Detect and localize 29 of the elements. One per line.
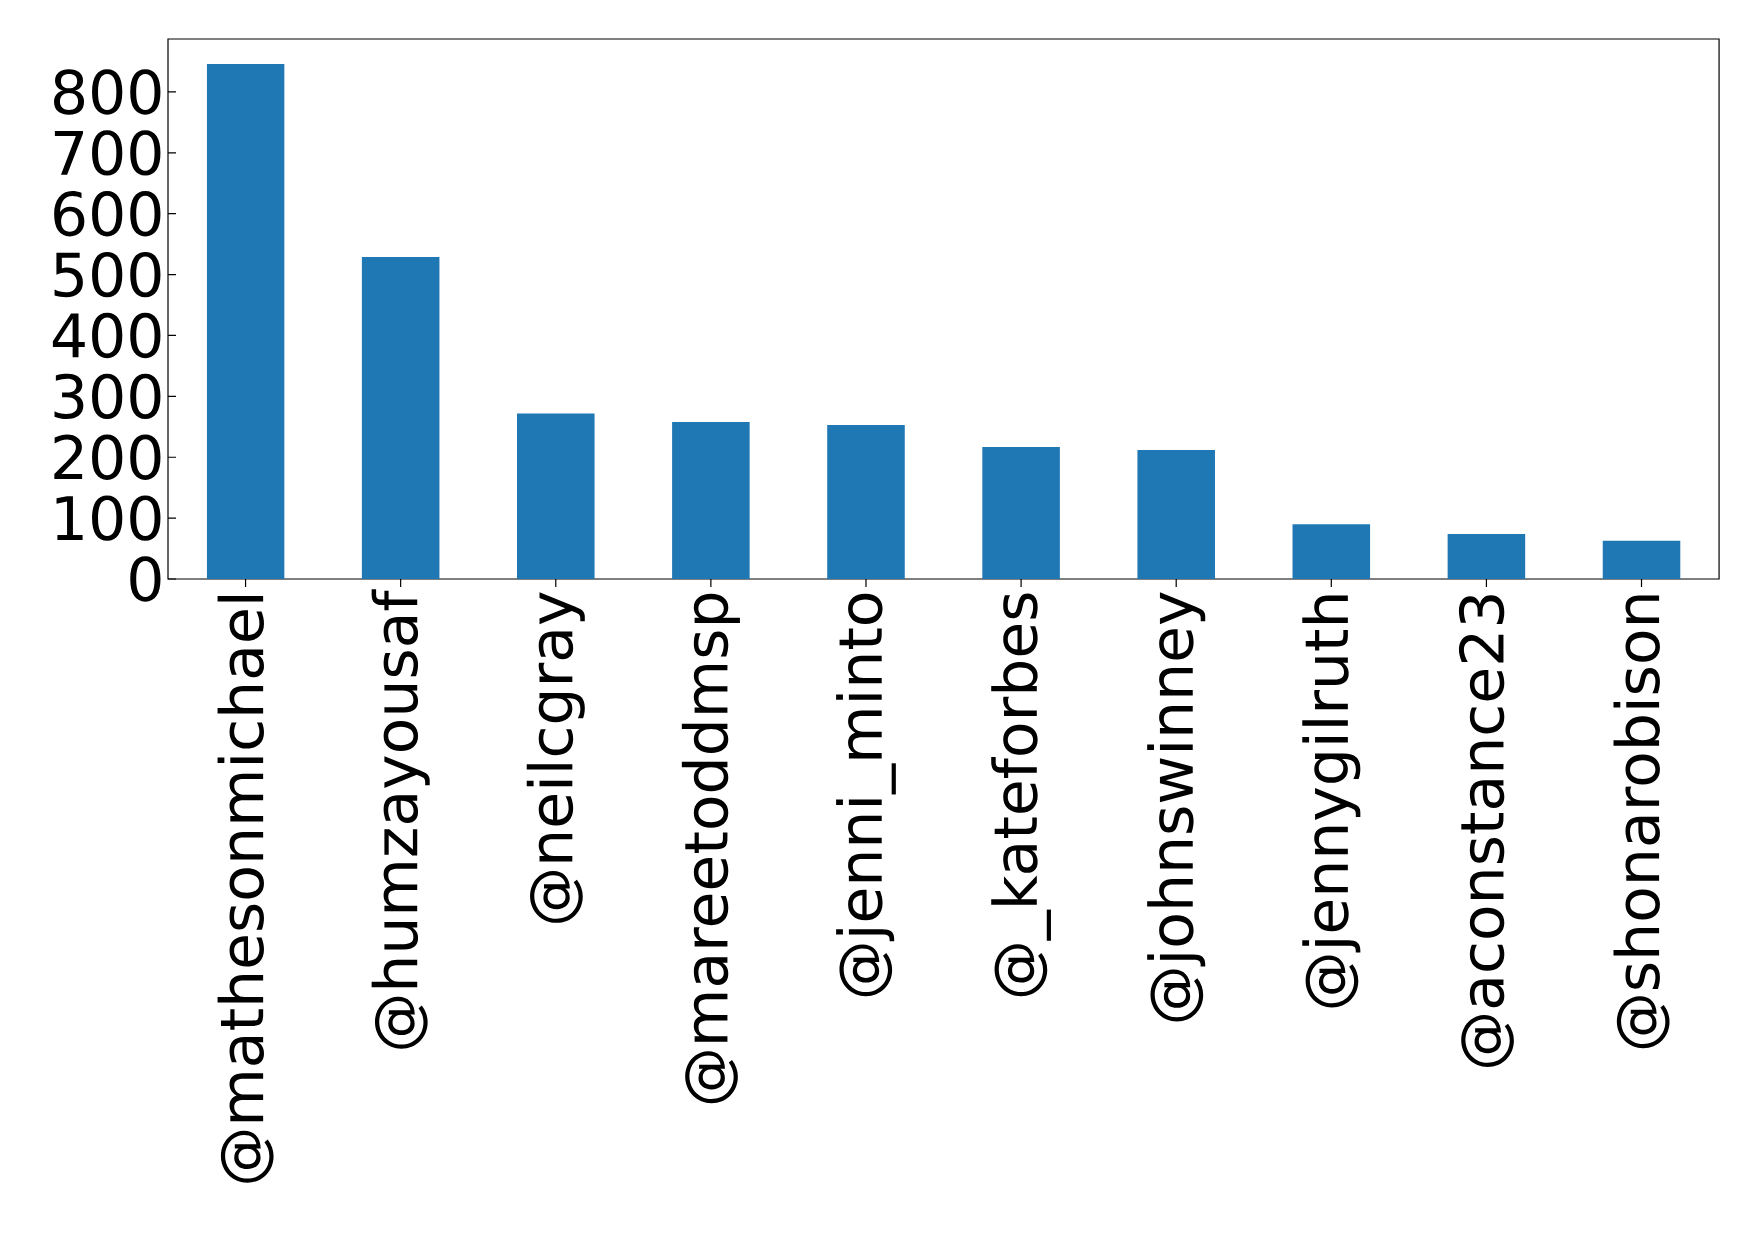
bar	[206, 63, 285, 579]
x-tick-label: @jennygilruth	[1302, 595, 1361, 1008]
y-tick-label: 100	[56, 495, 161, 541]
bar	[1292, 524, 1371, 579]
x-tick-label: @johnswinney	[1147, 592, 1206, 1022]
bar	[1137, 449, 1215, 579]
y-tick-label: 600	[54, 191, 161, 237]
bar	[361, 256, 440, 579]
bar	[827, 424, 905, 579]
bar	[517, 413, 595, 579]
bar	[672, 421, 750, 579]
x-tick-label: @jenni_minto	[836, 593, 896, 997]
bar	[982, 446, 1060, 579]
y-tick-label: 300	[54, 373, 161, 420]
x-tick-label: @mathesonmichael	[217, 596, 274, 1183]
y-tick-label: 0	[130, 556, 161, 602]
y-tick-label: 800	[54, 69, 161, 115]
x-tick-label: @shonarobison	[1613, 595, 1670, 1049]
y-tick-label: 400	[52, 312, 161, 359]
x-tick-label: @mareetoddmsp	[681, 593, 740, 1104]
y-tick-label: 700	[54, 130, 161, 176]
x-tick-label: @aconstance23	[1458, 595, 1514, 1067]
y-tick-label: 200	[54, 434, 161, 480]
bar	[1602, 540, 1681, 579]
x-tick-label: @neilcgray	[526, 592, 585, 923]
bar	[1447, 533, 1526, 579]
x-tick-label: @humzayousaf	[371, 589, 430, 1049]
y-tick-label: 500	[54, 251, 161, 298]
x-tick-label: @_kateforbes	[991, 593, 1051, 997]
